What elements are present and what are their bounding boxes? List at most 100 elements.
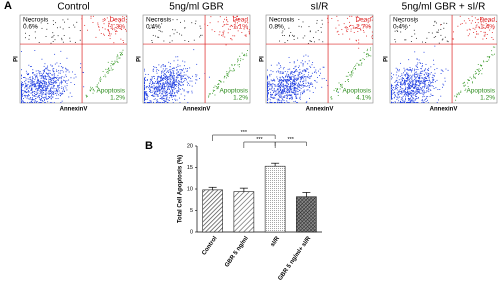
event-dot [391, 98, 392, 100]
event-dot [401, 90, 403, 92]
event-dot [304, 35, 306, 37]
event-dot [33, 84, 34, 86]
event-dot [227, 32, 229, 34]
event-dot [296, 79, 298, 81]
event-dot [282, 99, 284, 100]
event-dot [30, 65, 32, 67]
event-dot [49, 79, 51, 80]
event-dot [271, 80, 273, 82]
event-dot [37, 90, 39, 92]
event-dot [55, 90, 57, 92]
event-dot [171, 92, 173, 94]
event-dot [42, 82, 44, 84]
event-dot [289, 75, 291, 77]
y-tick-label: 15 [187, 165, 193, 171]
event-dot [363, 52, 365, 54]
event-dot [420, 87, 422, 89]
event-dot [411, 75, 413, 77]
event-dot [294, 81, 296, 82]
event-dot [400, 22, 402, 24]
event-dot [229, 69, 231, 71]
event-dot [167, 82, 169, 84]
event-dot [426, 72, 428, 74]
event-dot [234, 35, 236, 37]
event-dot [407, 83, 409, 85]
event-dot [400, 87, 402, 89]
event-dot [424, 83, 426, 84]
event-dot [452, 38, 454, 40]
event-dot [149, 91, 150, 92]
event-dot [418, 91, 420, 92]
event-dot [407, 94, 409, 96]
event-dot [480, 18, 482, 20]
event-dot [270, 83, 272, 85]
event-dot [287, 88, 289, 90]
event-dot [349, 25, 351, 26]
event-dot [336, 89, 338, 90]
event-dot [406, 78, 408, 80]
event-dot [408, 93, 410, 95]
event-dot [176, 76, 178, 78]
event-dot [278, 79, 280, 81]
event-dot [172, 67, 174, 69]
event-dot [304, 76, 306, 77]
event-dot [298, 85, 300, 87]
event-dot [154, 95, 156, 97]
event-dot [290, 85, 292, 86]
event-dot [144, 102, 145, 104]
event-dot [162, 86, 164, 88]
event-dot [402, 91, 404, 93]
event-dot [58, 65, 60, 67]
event-dot [340, 84, 342, 85]
event-dot [65, 71, 67, 73]
event-dot [484, 20, 486, 22]
event-dot [294, 83, 296, 85]
event-dot [43, 97, 44, 99]
event-dot [417, 67, 418, 68]
event-dot [349, 26, 350, 27]
event-dot [338, 24, 340, 26]
event-dot [460, 90, 462, 92]
event-dot [281, 32, 283, 34]
event-dot [430, 93, 432, 95]
event-dot [290, 76, 292, 78]
event-dot [41, 96, 43, 98]
event-dot [284, 95, 286, 97]
event-dot [268, 89, 270, 91]
event-dot [121, 54, 123, 56]
event-dot [173, 87, 175, 89]
event-dot [208, 93, 210, 95]
event-dot [267, 81, 269, 83]
event-dot [357, 20, 359, 22]
event-dot [418, 87, 420, 89]
event-dot [160, 80, 162, 82]
event-dot [282, 35, 284, 37]
event-dot [107, 29, 109, 31]
event-dot [45, 67, 47, 69]
event-dot [401, 97, 403, 99]
event-dot [173, 95, 175, 97]
event-dot [144, 96, 145, 97]
event-dot [284, 71, 286, 72]
event-dot [160, 95, 162, 97]
event-dot [476, 69, 478, 71]
event-dot [437, 89, 439, 91]
event-dot [53, 86, 55, 88]
event-dot [79, 30, 81, 32]
event-dot [21, 95, 23, 97]
event-dot [423, 73, 425, 75]
event-dot [278, 62, 280, 64]
event-dot [46, 87, 48, 89]
event-dot [171, 94, 173, 96]
event-dot [97, 24, 99, 26]
event-dot [492, 46, 494, 48]
event-dot [313, 37, 314, 39]
event-dot [232, 70, 234, 72]
event-dot [166, 87, 168, 89]
event-dot [405, 88, 406, 89]
event-dot [173, 76, 175, 78]
event-dot [171, 81, 173, 83]
event-dot [282, 72, 284, 74]
event-dot [361, 62, 363, 64]
event-dot [44, 99, 46, 101]
